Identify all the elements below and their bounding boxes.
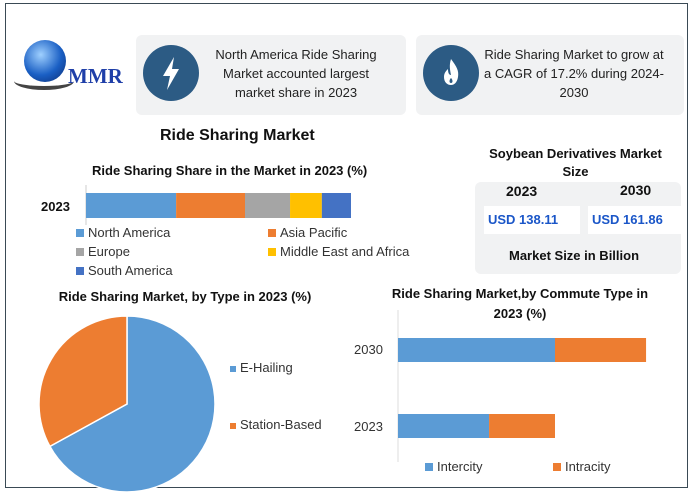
bar-intercity-2023: [398, 414, 490, 438]
legend-label: Europe: [88, 244, 130, 259]
commute-label-2023: 2023: [354, 419, 383, 434]
bar-intracity-2030: [555, 338, 647, 362]
share-chart-ylabel: 2023: [41, 199, 70, 214]
legend-label: Asia Pacific: [280, 225, 348, 240]
legend-label: North America: [88, 225, 171, 240]
pie-chart-title: Ride Sharing Market, by Type in 2023 (%): [40, 287, 330, 306]
commute-title-text: Ride Sharing Market,by Commute Type in 2…: [391, 286, 649, 321]
bar-south-america: [321, 193, 351, 218]
bar-north-america: [86, 193, 177, 218]
legend-e-hailing: E-Hailing: [230, 360, 293, 375]
value-2023: USD 138.11: [484, 206, 580, 234]
share-chart-title: Ride Sharing Share in the Market in 2023…: [92, 163, 368, 178]
legend-swatch: [268, 229, 276, 237]
legend-swatch: [76, 229, 84, 237]
legend-label: Intracity: [565, 459, 611, 474]
highlight-text-2: Ride Sharing Market to grow at a CAGR of…: [484, 47, 664, 100]
bar-middle-east-and-africa: [290, 193, 322, 218]
legend-label: Station-Based: [240, 417, 322, 432]
bar-europe: [245, 193, 291, 218]
legend-swatch: [268, 248, 276, 256]
highlight-text-1: North America Ride Sharing Market accoun…: [215, 47, 377, 100]
flame-icon: [423, 45, 479, 101]
legend-intercity: Intercity: [425, 459, 483, 474]
year-2023: 2023: [506, 183, 538, 199]
market-size-footer: Market Size in Billion: [509, 248, 640, 263]
lightning-icon: [143, 45, 199, 101]
bar-intercity-2030: [398, 338, 555, 362]
pie-slice-station-based: [38, 315, 128, 448]
market-size-title: Soybean Derivatives Market Size: [489, 146, 662, 179]
legend-swatch: [76, 267, 84, 275]
logo-text: MMR: [68, 64, 123, 88]
legend-label: Middle East and Africa: [280, 244, 410, 259]
commute-chart-title: Ride Sharing Market,by Commute Type in 2…: [380, 284, 660, 324]
legend-europe: Europe: [76, 244, 130, 259]
legend-swatch: [230, 423, 236, 429]
swoosh-icon: [14, 72, 74, 90]
year-2030: 2030: [620, 182, 652, 198]
bar-asia-pacific: [176, 193, 245, 218]
legend-label: E-Hailing: [240, 360, 293, 375]
legend-swatch: [76, 248, 84, 256]
value-2030: USD 161.86: [588, 206, 684, 234]
pie-title-text: Ride Sharing Market, by Type in 2023 (%): [58, 289, 312, 304]
mmr-logo: MMR: [14, 38, 134, 98]
legend-north-america: North America: [76, 225, 170, 240]
legend-middle-east-africa: Middle East and Africa: [268, 244, 409, 259]
legend-label: South America: [88, 263, 173, 278]
legend-swatch: [425, 463, 433, 471]
legend-swatch: [230, 366, 236, 372]
legend-asia-pacific: Asia Pacific: [268, 225, 347, 240]
bar-intracity-2023: [489, 414, 555, 438]
frame-border: [5, 3, 688, 488]
main-title: Ride Sharing Market: [160, 127, 315, 144]
legend-intracity: Intracity: [553, 459, 611, 474]
legend-label: Intercity: [437, 459, 483, 474]
commute-label-2030: 2030: [354, 342, 383, 357]
legend-swatch: [553, 463, 561, 471]
legend-south-america: South America: [76, 263, 173, 278]
legend-station-based: Station-Based: [230, 417, 322, 432]
pie-slice-e-hailing: [48, 315, 216, 493]
